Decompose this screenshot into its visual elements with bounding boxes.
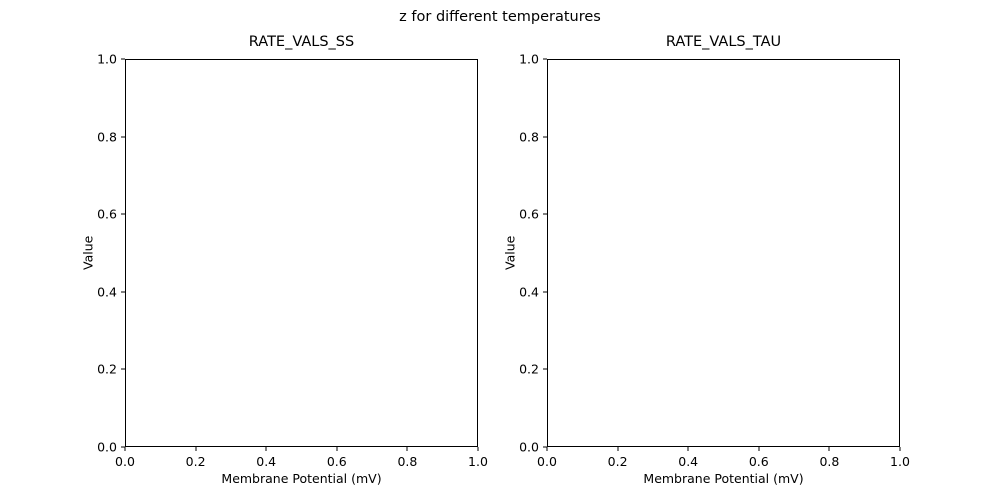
y-tick-mark — [121, 213, 125, 215]
x-tick-mark — [617, 447, 619, 451]
x-axis-label: Membrane Potential (mV) — [643, 471, 804, 486]
y-tick-label: 0.0 — [97, 439, 117, 455]
y-tick-label: 0.0 — [519, 439, 539, 455]
x-tick-label: 0.8 — [397, 454, 418, 469]
x-tick-label: 0.2 — [185, 454, 206, 469]
x-tick-label: 1.0 — [468, 454, 488, 469]
x-tick-mark — [195, 447, 197, 451]
y-tick-label: 0.2 — [97, 361, 117, 377]
y-tick-label: 1.0 — [519, 51, 539, 67]
x-tick-mark — [899, 447, 901, 451]
plot-area — [125, 59, 478, 447]
y-tick-label: 0.4 — [97, 284, 117, 300]
y-tick-label: 0.8 — [97, 129, 117, 145]
x-tick-mark — [265, 447, 267, 451]
x-tick-label: 0.0 — [115, 454, 135, 469]
x-tick-label: 0.4 — [256, 454, 277, 469]
x-tick-mark — [828, 447, 830, 451]
x-tick-mark — [758, 447, 760, 451]
y-tick-label: 0.6 — [519, 206, 539, 222]
y-tick-mark — [121, 136, 125, 138]
y-tick-mark — [121, 58, 125, 60]
subplot-rate-vals-tau: RATE_VALS_TAU Membrane Potential (mV) Va… — [503, 34, 910, 486]
x-tick-mark — [124, 447, 126, 451]
y-tick-label: 0.8 — [519, 129, 539, 145]
axes-title: RATE_VALS_SS — [248, 34, 355, 50]
y-axis-label: Value — [80, 235, 96, 271]
subplot-rate-vals-ss: RATE_VALS_SS Membrane Potential (mV) Val… — [81, 34, 488, 486]
y-tick-mark — [121, 446, 125, 448]
y-tick-label: 1.0 — [97, 51, 117, 67]
x-tick-label: 0.6 — [326, 454, 347, 469]
y-tick-mark — [543, 213, 547, 215]
x-tick-label: 0.0 — [537, 454, 557, 469]
y-tick-mark — [543, 136, 547, 138]
figure-suptitle: z for different temperatures — [399, 9, 601, 25]
y-tick-mark — [121, 368, 125, 370]
y-tick-mark — [543, 291, 547, 293]
plot-area — [547, 59, 900, 447]
axes-title: RATE_VALS_TAU — [665, 34, 782, 50]
y-tick-mark — [543, 368, 547, 370]
x-tick-label: 0.2 — [607, 454, 628, 469]
x-tick-mark — [546, 447, 548, 451]
x-tick-mark — [687, 447, 689, 451]
y-tick-label: 0.2 — [519, 361, 539, 377]
x-tick-mark — [406, 447, 408, 451]
y-axis-label: Value — [502, 235, 518, 271]
y-tick-label: 0.4 — [519, 284, 539, 300]
y-tick-mark — [121, 291, 125, 293]
x-tick-label: 1.0 — [890, 454, 910, 469]
x-tick-mark — [477, 447, 479, 451]
y-tick-mark — [543, 58, 547, 60]
x-axis-label: Membrane Potential (mV) — [221, 471, 382, 486]
x-tick-label: 0.6 — [748, 454, 769, 469]
x-tick-label: 0.8 — [819, 454, 840, 469]
y-tick-label: 0.6 — [97, 206, 117, 222]
x-tick-label: 0.4 — [678, 454, 699, 469]
y-tick-mark — [543, 446, 547, 448]
x-tick-mark — [336, 447, 338, 451]
